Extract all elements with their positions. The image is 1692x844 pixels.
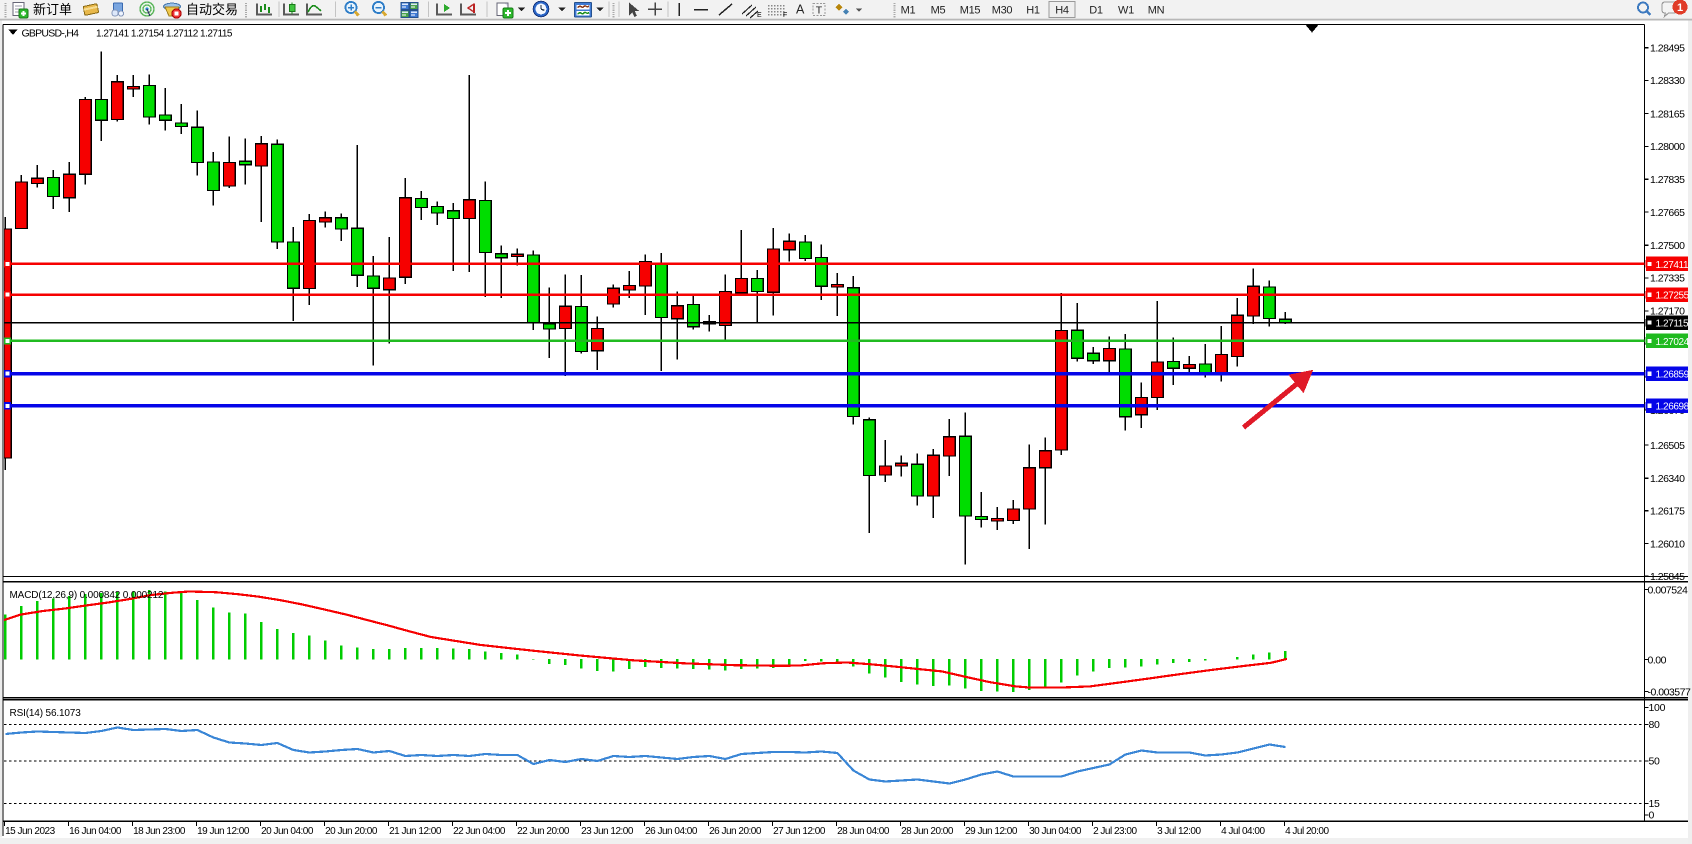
svg-text:28 Jun 04:00: 28 Jun 04:00 (837, 826, 890, 837)
svg-text:1.26505: 1.26505 (1650, 440, 1685, 452)
svg-text:1: 1 (1677, 2, 1683, 14)
svg-text:1.27835: 1.27835 (1650, 174, 1685, 186)
svg-text:1.26010: 1.26010 (1650, 538, 1685, 550)
svg-text:1.27024: 1.27024 (1656, 337, 1690, 348)
svg-text:27 Jun 12:00: 27 Jun 12:00 (773, 826, 826, 837)
svg-text:1.28330: 1.28330 (1650, 75, 1685, 87)
svg-text:1.26698: 1.26698 (1656, 402, 1690, 413)
svg-text:26 Jun 20:00: 26 Jun 20:00 (709, 826, 762, 837)
svg-text:15 Jun 2023: 15 Jun 2023 (5, 826, 55, 837)
svg-text:M30: M30 (992, 4, 1013, 16)
svg-text:0: 0 (1649, 810, 1655, 822)
svg-text:80: 80 (1649, 719, 1661, 731)
svg-text:1.27141 1.27154 1.27112 1.2711: 1.27141 1.27154 1.27112 1.27115 (96, 28, 233, 39)
svg-text:4 Jul 20:00: 4 Jul 20:00 (1285, 826, 1329, 837)
svg-text:自动交易: 自动交易 (186, 2, 238, 17)
svg-text:RSI(14) 56.1073: RSI(14) 56.1073 (10, 708, 82, 719)
svg-text:16 Jun 04:00: 16 Jun 04:00 (69, 826, 122, 837)
svg-text:GBPUSD-,H4: GBPUSD-,H4 (22, 27, 80, 39)
svg-text:2 Jul 23:00: 2 Jul 23:00 (1093, 826, 1137, 837)
svg-text:100: 100 (1649, 702, 1666, 714)
svg-text:1.28495: 1.28495 (1650, 43, 1685, 55)
svg-text:1.26340: 1.26340 (1650, 473, 1685, 485)
svg-text:4 Jul 04:00: 4 Jul 04:00 (1221, 826, 1265, 837)
svg-text:1.26175: 1.26175 (1650, 506, 1685, 518)
svg-text:20 Jun 04:00: 20 Jun 04:00 (261, 826, 314, 837)
svg-text:21 Jun 12:00: 21 Jun 12:00 (389, 826, 442, 837)
svg-text:1.26859: 1.26859 (1656, 370, 1690, 381)
svg-text:20 Jun 20:00: 20 Jun 20:00 (325, 826, 378, 837)
svg-text:18 Jun 23:00: 18 Jun 23:00 (133, 826, 186, 837)
svg-text:MN: MN (1148, 4, 1165, 16)
svg-text:A: A (796, 3, 805, 17)
svg-text:1.27500: 1.27500 (1650, 240, 1685, 252)
svg-text:H4: H4 (1055, 4, 1069, 16)
svg-text:19 Jun 12:00: 19 Jun 12:00 (197, 826, 250, 837)
svg-text:1.27665: 1.27665 (1650, 207, 1685, 219)
svg-text:M5: M5 (931, 4, 946, 16)
svg-text:29 Jun 12:00: 29 Jun 12:00 (965, 826, 1018, 837)
svg-text:MACD(12,26,9) 0.000842 0.00021: MACD(12,26,9) 0.000842 0.000212 (10, 590, 164, 601)
svg-text:3 Jul 12:00: 3 Jul 12:00 (1157, 826, 1201, 837)
svg-text:W1: W1 (1118, 4, 1134, 16)
svg-text:1.27255: 1.27255 (1656, 291, 1690, 302)
svg-text:23 Jun 12:00: 23 Jun 12:00 (581, 826, 634, 837)
svg-text:28 Jun 20:00: 28 Jun 20:00 (901, 826, 954, 837)
svg-text:-0.003577: -0.003577 (1648, 686, 1691, 698)
svg-text:D1: D1 (1089, 4, 1103, 16)
svg-text:T: T (816, 5, 823, 17)
svg-text:1.28000: 1.28000 (1650, 141, 1685, 153)
svg-text:26 Jun 04:00: 26 Jun 04:00 (645, 826, 698, 837)
svg-text:M15: M15 (960, 4, 981, 16)
svg-text:22 Jun 04:00: 22 Jun 04:00 (453, 826, 506, 837)
svg-text:H1: H1 (1026, 4, 1040, 16)
svg-text:1.27335: 1.27335 (1650, 273, 1685, 285)
svg-text:0.00: 0.00 (1648, 654, 1667, 666)
svg-text:50: 50 (1649, 756, 1661, 768)
svg-text:新订单: 新订单 (33, 2, 72, 17)
svg-text:30 Jun 04:00: 30 Jun 04:00 (1029, 826, 1082, 837)
svg-text:1.25845: 1.25845 (1650, 571, 1685, 583)
svg-text:15: 15 (1649, 798, 1661, 810)
svg-text:1.27115: 1.27115 (1656, 319, 1689, 330)
svg-text:0.007524: 0.007524 (1648, 584, 1688, 596)
svg-text:1.27411: 1.27411 (1656, 260, 1689, 271)
svg-text:F: F (783, 12, 787, 19)
svg-text:22 Jun 20:00: 22 Jun 20:00 (517, 826, 570, 837)
svg-text:E: E (757, 12, 762, 19)
svg-text:1.28165: 1.28165 (1650, 108, 1685, 120)
svg-text:M1: M1 (901, 4, 916, 16)
svg-text:1.27170: 1.27170 (1650, 306, 1685, 318)
